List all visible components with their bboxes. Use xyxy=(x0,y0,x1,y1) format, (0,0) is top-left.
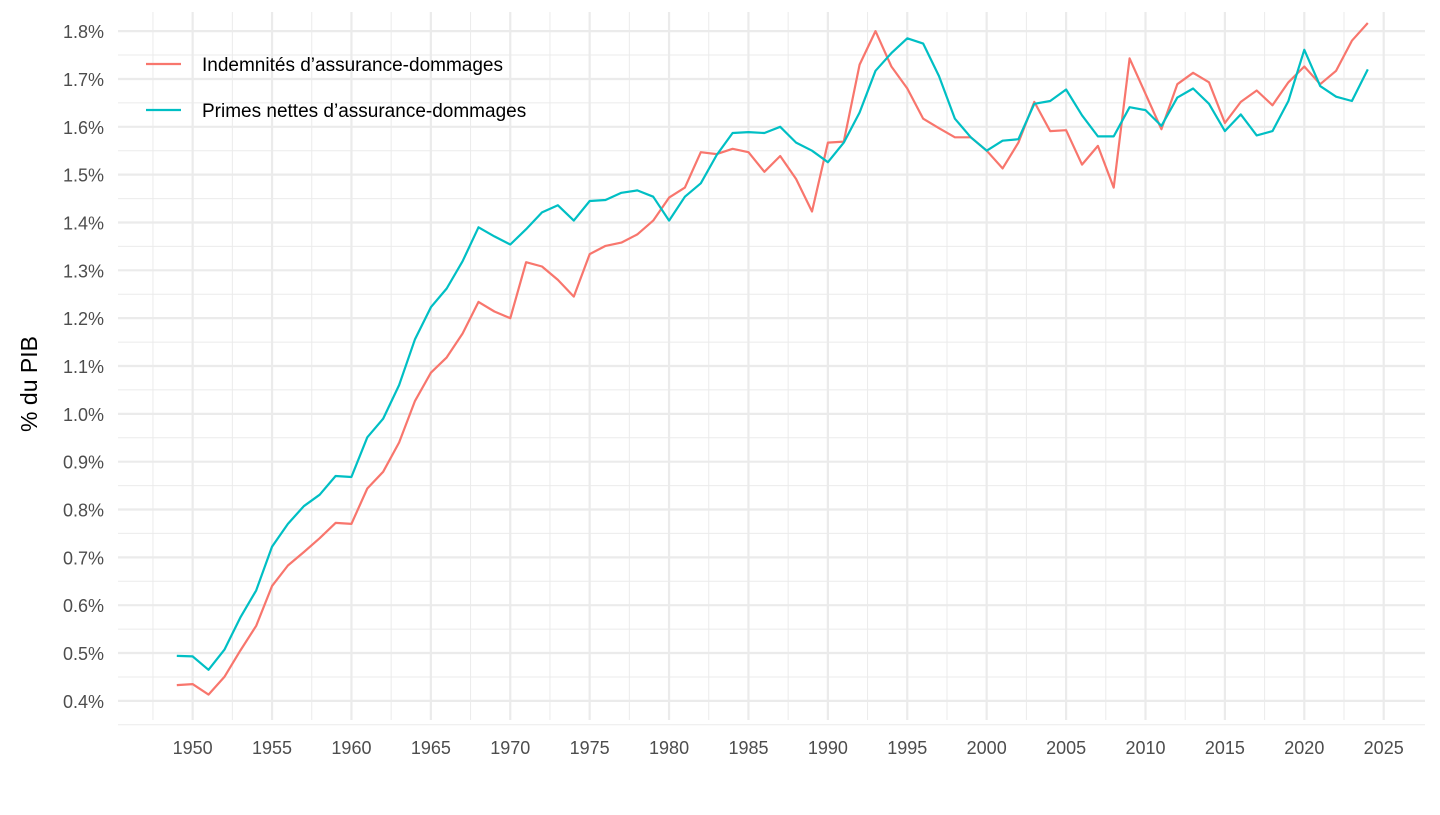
legend-label: Primes nettes d’assurance-dommages xyxy=(202,101,526,122)
x-tick-label: 2000 xyxy=(967,738,1007,758)
y-tick-label: 0.9% xyxy=(63,453,104,473)
y-tick-label: 0.8% xyxy=(63,501,104,521)
x-tick-label: 2020 xyxy=(1284,738,1324,758)
y-tick-label: 0.7% xyxy=(63,548,104,568)
legend-label: Indemnités d’assurance-dommages xyxy=(202,55,503,76)
x-tick-label: 2015 xyxy=(1205,738,1245,758)
x-tick-label: 1955 xyxy=(252,738,292,758)
y-tick-label: 1.7% xyxy=(63,70,104,90)
y-tick-label: 1.3% xyxy=(63,261,104,281)
grid xyxy=(118,12,1425,726)
y-tick-label: 1.6% xyxy=(63,118,104,138)
x-axis: 1950 1955 1960 1965 1970 1975 1980 1985 1990 1995… xyxy=(173,738,1404,758)
y-tick-label: 0.5% xyxy=(63,644,104,664)
y-tick-label: 1.2% xyxy=(63,309,104,329)
x-tick-label: 2025 xyxy=(1364,738,1404,758)
x-tick-label: 2005 xyxy=(1046,738,1086,758)
x-tick-label: 1975 xyxy=(570,738,610,758)
x-tick-label: 1970 xyxy=(490,738,530,758)
y-tick-label: 0.4% xyxy=(63,692,104,712)
series-line-primes xyxy=(176,37,1369,671)
x-tick-label: 1950 xyxy=(173,738,213,758)
x-tick-label: 2010 xyxy=(1125,738,1165,758)
y-tick-label: 1.0% xyxy=(63,405,104,425)
y-tick-label: 0.6% xyxy=(63,596,104,616)
y-axis: 0.4% 0.5% 0.6% 0.7% 0.8% 0.9% 1.0% 1.1% 1.2% 1.3%… xyxy=(63,22,104,712)
y-tick-label: 1.1% xyxy=(63,357,104,377)
y-tick-label: 1.5% xyxy=(63,166,104,186)
x-tick-label: 1985 xyxy=(728,738,768,758)
x-tick-label: 1960 xyxy=(331,738,371,758)
x-tick-label: 1965 xyxy=(411,738,451,758)
x-tick-label: 1995 xyxy=(887,738,927,758)
legend: Indemnités d’assurance-dommages Primes ne… xyxy=(146,55,526,122)
x-tick-label: 1980 xyxy=(649,738,689,758)
series-lines xyxy=(176,22,1369,696)
series-line-indemnites xyxy=(176,22,1369,696)
y-tick-label: 1.4% xyxy=(63,213,104,233)
y-tick-label: 1.8% xyxy=(63,22,104,42)
y-axis-label: % du PIB xyxy=(16,336,42,432)
x-tick-label: 1990 xyxy=(808,738,848,758)
